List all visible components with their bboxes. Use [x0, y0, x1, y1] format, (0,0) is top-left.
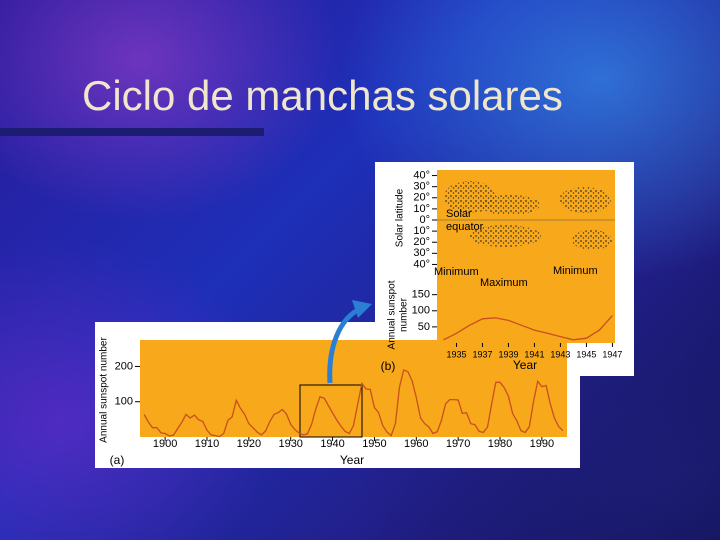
y-tick-label: 100 — [412, 305, 430, 317]
x-tick-label: 1935 — [446, 349, 466, 359]
y-tick-label: 150 — [412, 289, 430, 301]
lat-tick-label: 20° — [413, 236, 430, 248]
zoom-arrow — [327, 305, 364, 384]
x-axis-title: Year — [340, 453, 364, 467]
x-tick-label: 1945 — [576, 349, 596, 359]
panel-label: (a) — [110, 453, 125, 467]
x-tick-label: 1930 — [278, 438, 302, 450]
y-axis-title: number — [399, 297, 410, 332]
y-tick-label: 200 — [115, 360, 133, 372]
x-tick-label: 1910 — [195, 438, 219, 450]
x-tick-label: 1920 — [237, 438, 261, 450]
x-tick-label: 1970 — [446, 438, 470, 450]
arrow-head — [352, 300, 372, 318]
x-tick-label: 1943 — [550, 349, 570, 359]
lat-tick-label: 40° — [413, 258, 430, 270]
zoom-box — [299, 384, 363, 438]
y-tick-label: 50 — [418, 321, 430, 333]
lat-axis-title: Solar latitude — [395, 188, 406, 247]
annotation: equator — [446, 221, 484, 233]
y-axis-title: Annual sunspot number — [99, 337, 110, 443]
data-line — [443, 315, 613, 341]
lat-tick-label: 20° — [413, 192, 430, 204]
title-underline — [0, 128, 264, 136]
annotation: Solar — [446, 208, 472, 220]
butterfly-dots — [444, 181, 612, 250]
x-tick-label: 1947 — [602, 349, 622, 359]
annotation: Maximum — [480, 277, 528, 289]
data-line — [143, 369, 564, 438]
lat-tick-label: 40° — [413, 169, 430, 181]
lat-tick-label: 10° — [413, 203, 430, 215]
annotation: Minimum — [553, 265, 598, 277]
y-axis-title: Annual sunspot — [387, 280, 398, 349]
x-tick-label: 1990 — [530, 438, 554, 450]
panel-label: (b) — [381, 359, 396, 373]
x-axis-title: Year — [513, 358, 537, 372]
slide-title: Ciclo de manchas solares — [82, 72, 563, 119]
x-tick-label: 1950 — [362, 438, 386, 450]
x-tick-label: 1939 — [498, 349, 518, 359]
lat-tick-label: 10° — [413, 225, 430, 237]
plot-area — [140, 340, 567, 437]
x-tick-label: 1900 — [153, 438, 177, 450]
x-tick-label: 1980 — [488, 438, 512, 450]
lat-tick-label: 0° — [419, 214, 430, 226]
x-tick-label: 1941 — [524, 349, 544, 359]
lat-tick-label: 30° — [413, 247, 430, 259]
lat-tick-label: 30° — [413, 181, 430, 193]
x-tick-label: 1940 — [320, 438, 344, 450]
annotation: Minimum — [434, 266, 479, 278]
x-tick-label: 1960 — [404, 438, 428, 450]
x-tick-label: 1937 — [472, 349, 492, 359]
y-tick-label: 100 — [115, 396, 133, 408]
